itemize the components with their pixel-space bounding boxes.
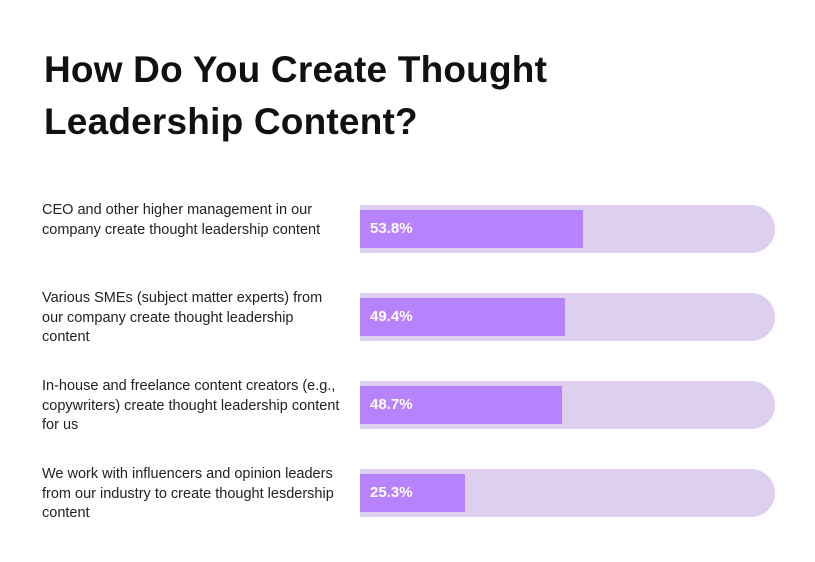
bar-track: 49.4% xyxy=(360,293,775,341)
category-label: We work with influencers and opinion lea… xyxy=(42,466,334,521)
data-label: 53.8% xyxy=(370,220,413,237)
bar xyxy=(360,298,565,336)
bar xyxy=(360,386,563,424)
category-label: Various SMEs (subject matter experts) fr… xyxy=(42,290,323,345)
bar-track: 48.7% xyxy=(360,381,775,429)
chart-title: How Do You Create Thought Leadership Con… xyxy=(44,49,548,142)
category-label: CEO and other higher management in our c… xyxy=(42,202,321,238)
data-label: 48.7% xyxy=(370,396,413,413)
bar xyxy=(360,474,465,512)
bar xyxy=(360,210,584,248)
bar-track: 25.3% xyxy=(360,469,775,517)
data-label: 49.4% xyxy=(370,308,413,325)
data-label: 25.3% xyxy=(370,484,413,501)
bar-track: 53.8% xyxy=(360,205,775,253)
category-label: In-house and freelance content creators … xyxy=(42,378,340,433)
